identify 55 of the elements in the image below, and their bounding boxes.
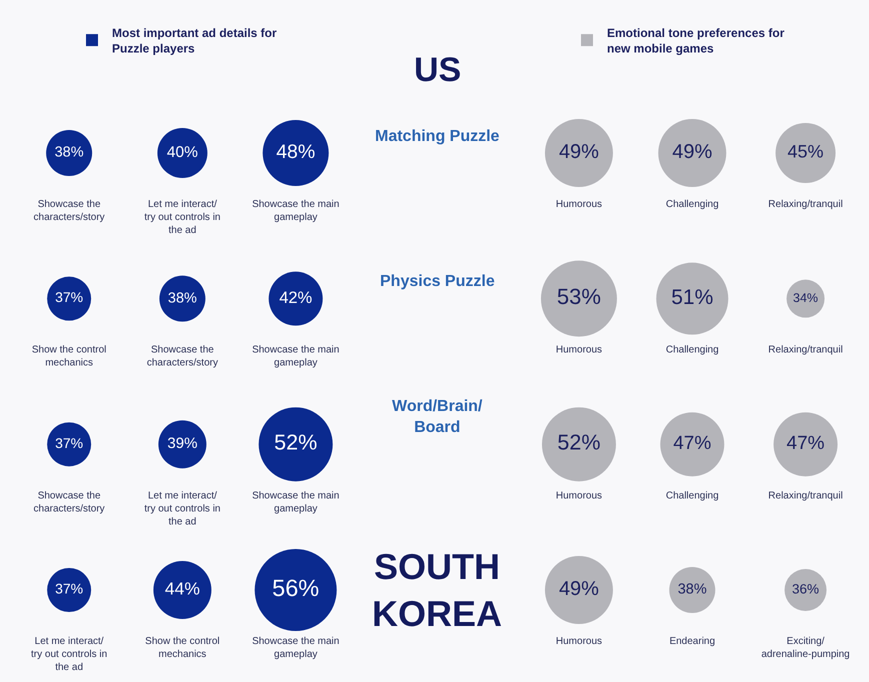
text: US: [414, 51, 462, 89]
data-label: 47%: [786, 433, 825, 454]
data-label: 45%: [788, 142, 824, 162]
category-label: Relaxing/tranquil: [768, 199, 843, 210]
category-label: Humorous: [556, 344, 602, 356]
category-label: Humorous: [556, 490, 602, 502]
category-label: Showcase the main gameplay: [252, 344, 340, 369]
category-label: Relaxing/tranquil: [768, 490, 843, 502]
data-label: 48%: [276, 140, 316, 163]
data-label: 49%: [558, 578, 600, 600]
data-label: 36%: [792, 581, 820, 596]
data-label: 37%: [55, 580, 84, 596]
data-label: 38%: [678, 582, 707, 598]
category-label: Exciting/adrenaline-pumping: [761, 636, 850, 660]
category-label: Relaxing/tranquil: [768, 344, 843, 356]
category-label: Showcase the main gameplay: [252, 636, 340, 660]
data-label: 47%: [673, 433, 712, 454]
legend-label: Most important ad details for Puzzle players: [112, 26, 278, 56]
category-label: Challenging: [666, 490, 719, 502]
data-label: 49%: [672, 141, 712, 163]
category-label: Showcase the characters/story: [34, 490, 105, 514]
data-label: 34%: [793, 290, 818, 305]
category-label: Endearing: [669, 636, 716, 647]
data-label: 42%: [279, 288, 313, 307]
data-label: 40%: [166, 144, 198, 161]
text: Word/Brain/Board: [392, 398, 483, 436]
category-label: Let me interact/ try out controls in the ad: [31, 636, 108, 673]
data-label: 38%: [54, 144, 84, 161]
category-label: Showcase the main gameplay: [252, 199, 340, 223]
data-label: 37%: [55, 289, 84, 306]
data-label: 44%: [164, 578, 200, 598]
category-label: Show the control mechanics: [145, 636, 220, 660]
category-label: Showcase the characters/story: [34, 199, 105, 223]
data-label: 38%: [168, 290, 198, 306]
data-label: 56%: [272, 574, 320, 601]
category-label: Humorous: [556, 199, 602, 210]
category-label: Challenging: [666, 344, 719, 356]
category-label: Let me interact/ try out controls in the ad: [144, 199, 220, 236]
legend-label: Emotional tone preferences for new mobile games: [607, 26, 785, 56]
category-label: Showcase the main gameplay: [252, 490, 340, 514]
text: Physics Puzzle: [380, 273, 495, 290]
data-label: 51%: [671, 286, 714, 309]
data-label: 52%: [557, 430, 600, 455]
category-label: Show the control mechanics: [32, 344, 106, 369]
category-label: Humorous: [556, 636, 602, 647]
text: SOUTH KOREA: [372, 546, 502, 634]
data-label: 37%: [55, 434, 84, 451]
category-label: Let me interact/ try out controls in the ad: [144, 490, 220, 528]
category-label: Showcase the characters/story: [146, 344, 218, 369]
data-label: 49%: [558, 141, 600, 163]
data-label: 52%: [274, 430, 318, 455]
data-label: 39%: [167, 435, 198, 452]
data-label: 53%: [556, 284, 601, 310]
category-label: Challenging: [666, 199, 719, 210]
text: Matching Puzzle: [375, 128, 500, 145]
